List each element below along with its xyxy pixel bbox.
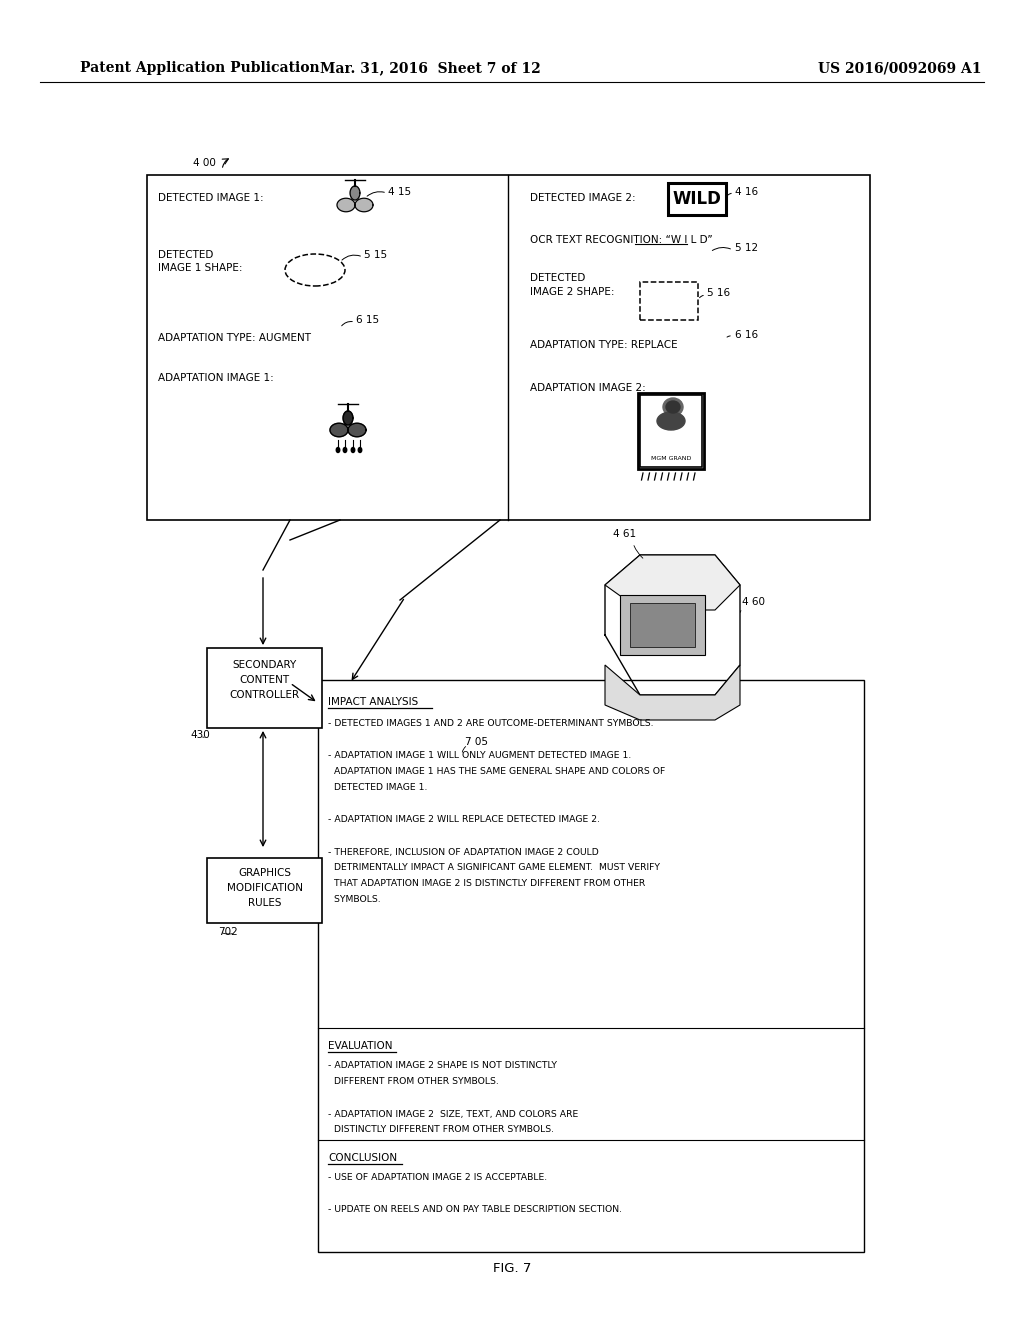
Text: 4 60: 4 60	[742, 597, 765, 607]
Ellipse shape	[336, 447, 340, 453]
Text: - UPDATE ON REELS AND ON PAY TABLE DESCRIPTION SECTION.: - UPDATE ON REELS AND ON PAY TABLE DESCR…	[328, 1205, 622, 1214]
Text: 702: 702	[218, 927, 238, 937]
Bar	[207, 648, 322, 729]
Polygon shape	[620, 595, 705, 655]
Text: DETRIMENTALLY IMPACT A SIGNIFICANT GAME ELEMENT.  MUST VERIFY: DETRIMENTALLY IMPACT A SIGNIFICANT GAME …	[328, 863, 660, 873]
Text: DISTINCTLY DIFFERENT FROM OTHER SYMBOLS.: DISTINCTLY DIFFERENT FROM OTHER SYMBOLS.	[328, 1126, 554, 1134]
Text: - DETECTED IMAGES 1 AND 2 ARE OUTCOME-DETERMINANT SYMBOLS.: - DETECTED IMAGES 1 AND 2 ARE OUTCOME-DE…	[328, 719, 653, 729]
Polygon shape	[337, 198, 355, 211]
Bar	[638, 393, 705, 469]
Text: 6 16: 6 16	[735, 330, 758, 341]
Text: 5 12: 5 12	[735, 243, 758, 253]
Text: - ADAPTATION IMAGE 2 SHAPE IS NOT DISTINCTLY: - ADAPTATION IMAGE 2 SHAPE IS NOT DISTIN…	[328, 1061, 557, 1071]
Text: IMAGE 1 SHAPE:: IMAGE 1 SHAPE:	[158, 263, 243, 273]
Bar	[318, 680, 864, 1251]
Text: 5 16: 5 16	[707, 288, 730, 298]
Polygon shape	[343, 411, 353, 425]
Text: - ADAPTATION IMAGE 1 WILL ONLY AUGMENT DETECTED IMAGE 1.: - ADAPTATION IMAGE 1 WILL ONLY AUGMENT D…	[328, 751, 631, 760]
Polygon shape	[350, 186, 359, 201]
Polygon shape	[605, 554, 740, 610]
Text: GRAPHICS: GRAPHICS	[238, 869, 291, 878]
Polygon shape	[605, 665, 740, 719]
Bar	[207, 858, 322, 923]
Ellipse shape	[657, 412, 685, 430]
Text: - THEREFORE, INCLUSION OF ADAPTATION IMAGE 2 COULD: - THEREFORE, INCLUSION OF ADAPTATION IMA…	[328, 847, 599, 857]
Text: DETECTED: DETECTED	[530, 273, 586, 282]
Text: ADAPTATION TYPE: AUGMENT: ADAPTATION TYPE: AUGMENT	[158, 333, 311, 343]
Text: 5 15: 5 15	[364, 249, 387, 260]
Text: DETECTED IMAGE 2:: DETECTED IMAGE 2:	[530, 193, 636, 203]
Text: ADAPTATION IMAGE 2:: ADAPTATION IMAGE 2:	[530, 383, 646, 393]
Bar	[640, 282, 698, 319]
Polygon shape	[355, 198, 373, 211]
Text: CONTENT: CONTENT	[240, 675, 290, 685]
Text: ADAPTATION IMAGE 1:: ADAPTATION IMAGE 1:	[158, 374, 273, 383]
Ellipse shape	[663, 399, 683, 416]
Bar	[640, 395, 702, 467]
Text: - USE OF ADAPTATION IMAGE 2 IS ACCEPTABLE.: - USE OF ADAPTATION IMAGE 2 IS ACCEPTABL…	[328, 1173, 547, 1183]
Text: ADAPTATION TYPE: REPLACE: ADAPTATION TYPE: REPLACE	[530, 341, 678, 350]
Text: 4 15: 4 15	[388, 187, 411, 197]
Text: IMPACT ANALYSIS: IMPACT ANALYSIS	[328, 697, 418, 708]
Text: FIG. 7: FIG. 7	[493, 1262, 531, 1275]
Text: ADAPTATION IMAGE 1 HAS THE SAME GENERAL SHAPE AND COLORS OF: ADAPTATION IMAGE 1 HAS THE SAME GENERAL …	[328, 767, 666, 776]
Text: DETECTED: DETECTED	[158, 249, 213, 260]
Polygon shape	[330, 424, 348, 437]
Text: Mar. 31, 2016  Sheet 7 of 12: Mar. 31, 2016 Sheet 7 of 12	[319, 61, 541, 75]
Text: RULES: RULES	[248, 898, 282, 908]
Text: DETECTED IMAGE 1.: DETECTED IMAGE 1.	[328, 784, 427, 792]
Text: CONTROLLER: CONTROLLER	[229, 690, 300, 700]
Text: MGM GRAND: MGM GRAND	[651, 457, 691, 462]
Text: IMAGE 2 SHAPE:: IMAGE 2 SHAPE:	[530, 286, 614, 297]
Text: US 2016/0092069 A1: US 2016/0092069 A1	[818, 61, 982, 75]
Bar	[668, 183, 726, 215]
Ellipse shape	[351, 447, 354, 453]
Ellipse shape	[358, 447, 361, 453]
Text: OCR TEXT RECOGNITION: “W I L D”: OCR TEXT RECOGNITION: “W I L D”	[530, 235, 713, 246]
Text: 7 05: 7 05	[465, 737, 488, 747]
Bar	[147, 176, 870, 520]
Text: 4 61: 4 61	[613, 529, 636, 539]
Text: 6 15: 6 15	[356, 315, 379, 325]
Polygon shape	[348, 424, 366, 437]
Text: 430: 430	[190, 730, 210, 741]
Text: WILD: WILD	[673, 190, 722, 209]
Text: DIFFERENT FROM OTHER SYMBOLS.: DIFFERENT FROM OTHER SYMBOLS.	[328, 1077, 499, 1086]
Text: 4 00: 4 00	[193, 158, 216, 168]
Text: SYMBOLS.: SYMBOLS.	[328, 895, 381, 904]
Text: SECONDARY: SECONDARY	[232, 660, 297, 671]
Text: Patent Application Publication: Patent Application Publication	[80, 61, 319, 75]
Ellipse shape	[343, 447, 347, 453]
Text: 4 16: 4 16	[735, 187, 758, 197]
Text: DETECTED IMAGE 1:: DETECTED IMAGE 1:	[158, 193, 263, 203]
Text: - ADAPTATION IMAGE 2 WILL REPLACE DETECTED IMAGE 2.: - ADAPTATION IMAGE 2 WILL REPLACE DETECT…	[328, 816, 600, 825]
Ellipse shape	[666, 401, 680, 413]
Text: MODIFICATION: MODIFICATION	[226, 883, 302, 894]
Text: EVALUATION: EVALUATION	[328, 1041, 392, 1051]
Text: - ADAPTATION IMAGE 2  SIZE, TEXT, AND COLORS ARE: - ADAPTATION IMAGE 2 SIZE, TEXT, AND COL…	[328, 1110, 579, 1118]
Text: CONCLUSION: CONCLUSION	[328, 1152, 397, 1163]
Polygon shape	[630, 603, 695, 647]
Text: THAT ADAPTATION IMAGE 2 IS DISTINCTLY DIFFERENT FROM OTHER: THAT ADAPTATION IMAGE 2 IS DISTINCTLY DI…	[328, 879, 645, 888]
